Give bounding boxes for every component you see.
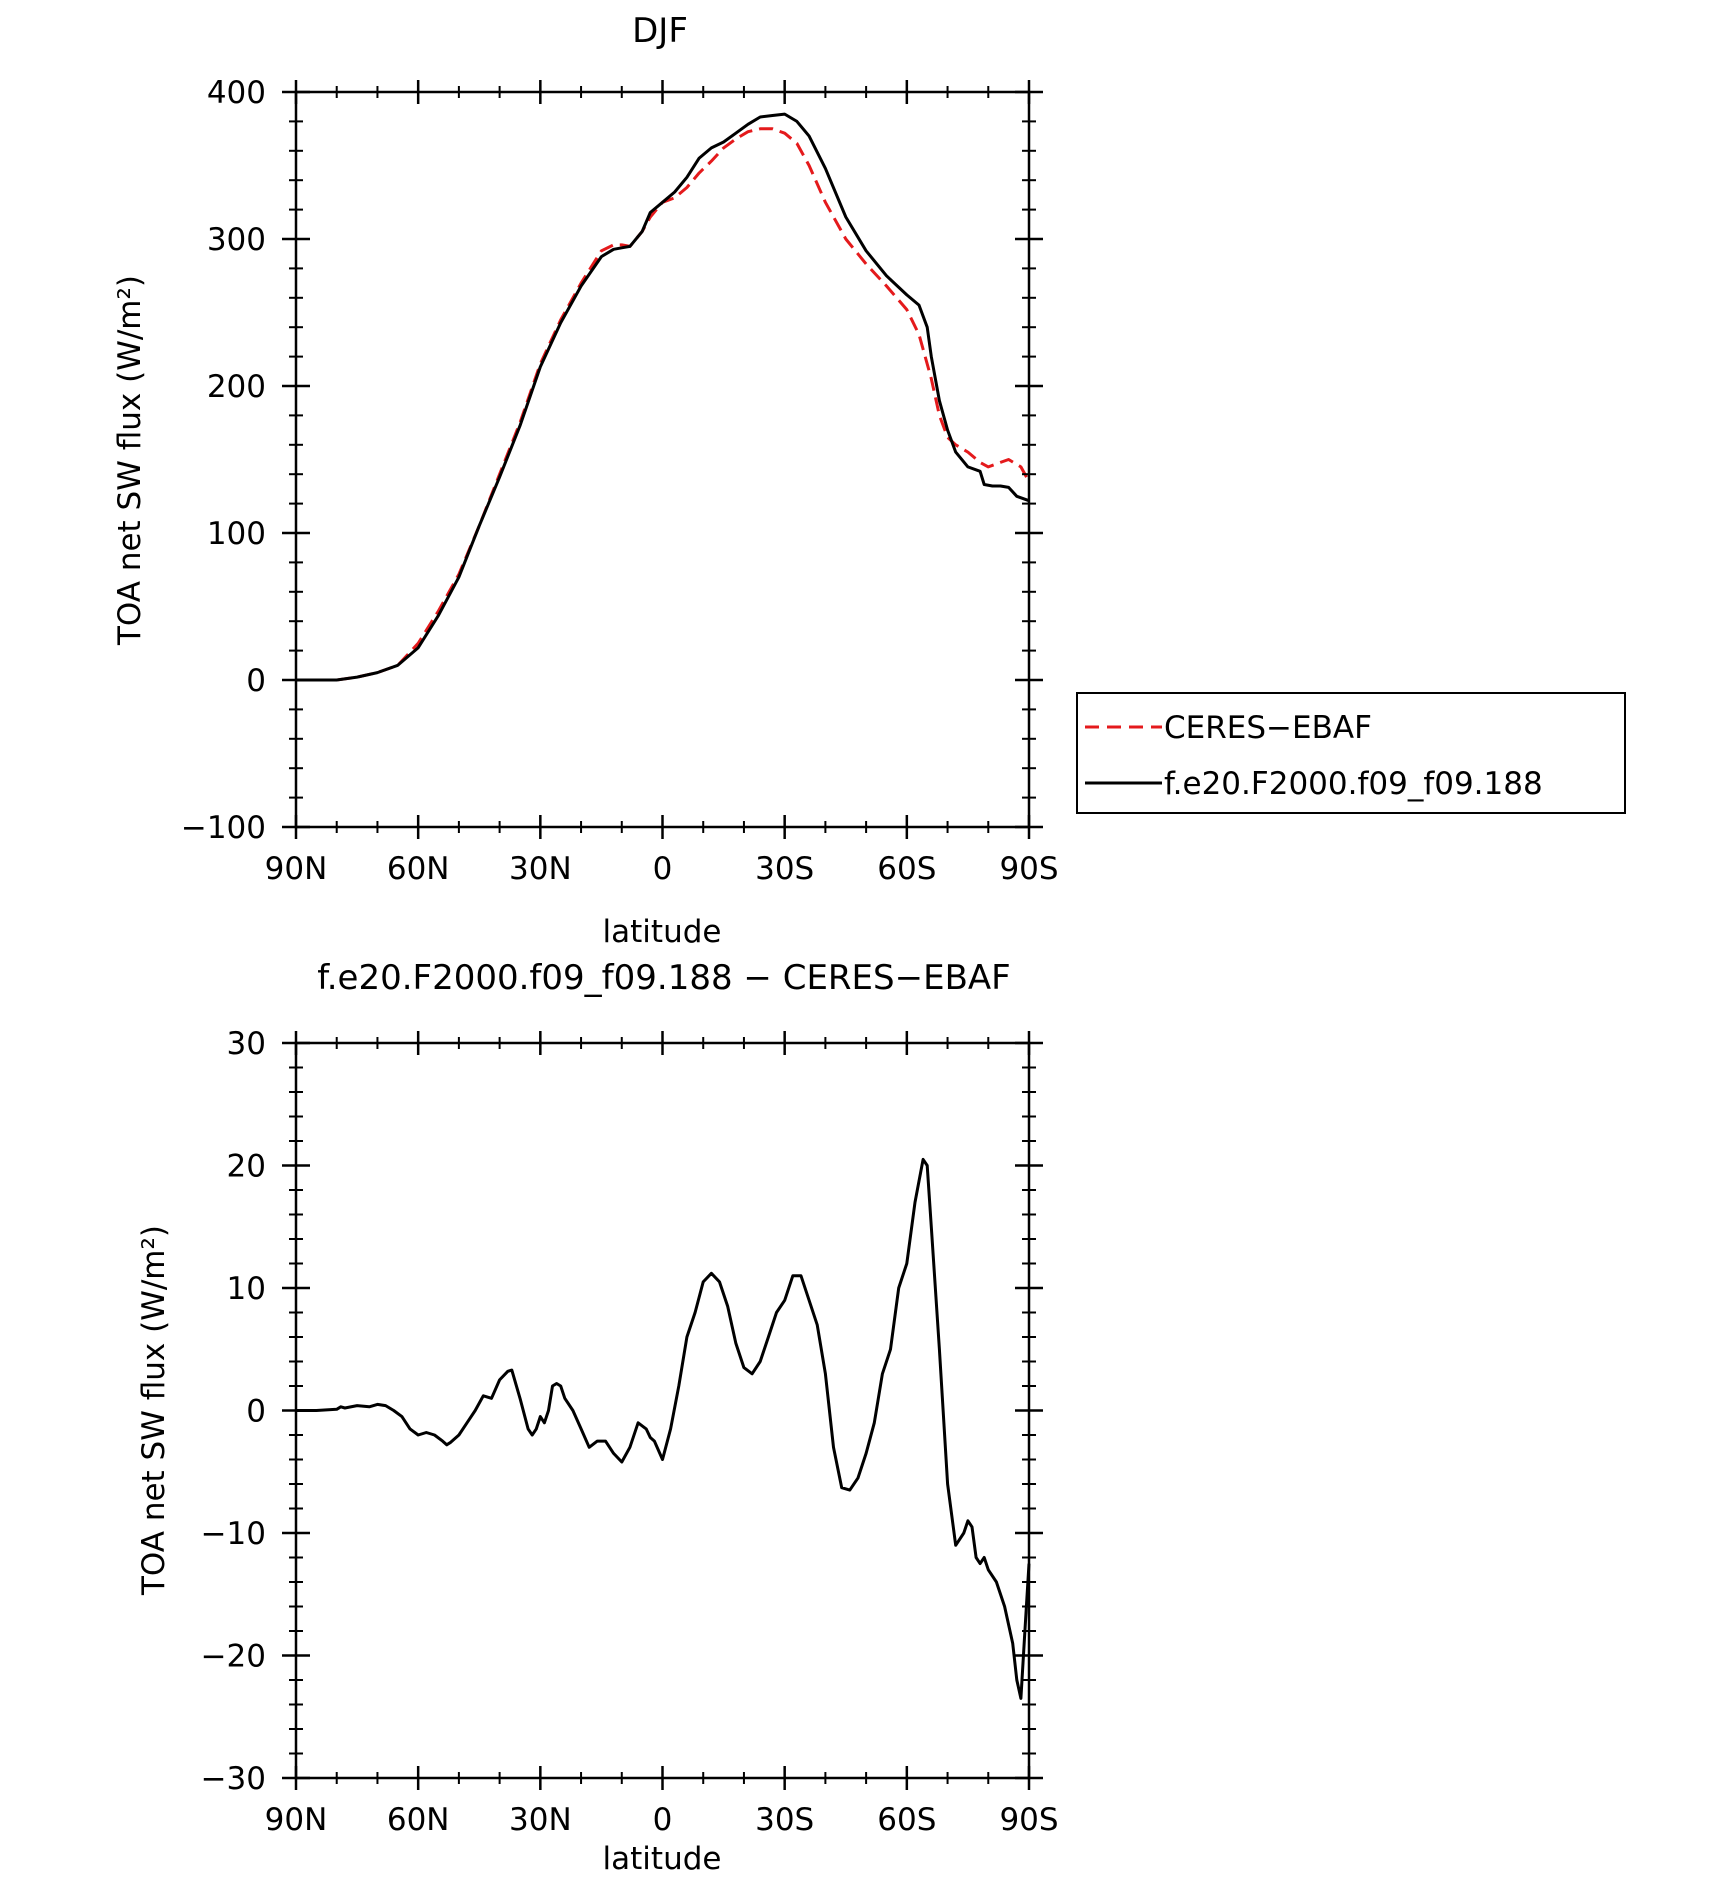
y-tick-label: −10 (201, 1516, 266, 1552)
series-line-0-0 (296, 127, 1031, 682)
y-tick-label: −20 (201, 1639, 266, 1675)
legend-label-model: f.e20.F2000.f09_f09.188 (1164, 766, 1543, 802)
legend-label-ceres: CERES−EBAF (1164, 710, 1372, 746)
x-tick-label: 0 (653, 851, 673, 887)
x-tick-label: 30N (509, 851, 572, 887)
x-tick-label: 90S (999, 1802, 1058, 1838)
y-tick-label: 30 (227, 1026, 266, 1062)
series-line-0-1 (296, 112, 1030, 682)
y-tick-label: 0 (246, 1394, 266, 1430)
y-tick-label: 100 (207, 516, 266, 552)
y-tick-label: 300 (207, 222, 266, 258)
y-tick-label: −100 (181, 810, 266, 846)
y-tick-label: 200 (207, 369, 266, 405)
bottom-plot-frame (294, 1041, 1031, 1780)
bottom-chart-title: f.e20.F2000.f09_f09.188 − CERES−EBAF (317, 958, 1010, 998)
y-tick-label: 20 (227, 1149, 266, 1185)
y-tick-label: 10 (227, 1271, 266, 1307)
top-y-axis-title: TOA net SW flux (W/m²) (112, 275, 148, 646)
y-tick-label: 400 (207, 75, 266, 111)
x-tick-label: 30S (755, 851, 814, 887)
legend: CERES−EBAF f.e20.F2000.f09_f09.188 (1076, 692, 1626, 814)
x-tick-label: 30S (755, 1802, 814, 1838)
series-line-1-0 (296, 1157, 1031, 1700)
y-tick-label: 0 (246, 663, 266, 699)
x-tick-label: 60S (877, 851, 936, 887)
x-tick-label: 90N (265, 851, 328, 887)
x-tick-label: 90S (999, 851, 1058, 887)
x-tick-label: 0 (653, 1802, 673, 1838)
y-tick-label: −30 (201, 1761, 266, 1797)
bottom-y-axis-title: TOA net SW flux (W/m²) (136, 1225, 172, 1596)
x-tick-label: 60N (387, 851, 450, 887)
top-chart-title: DJF (632, 11, 688, 51)
legend-box (1076, 692, 1626, 814)
x-tick-label: 60N (387, 1802, 450, 1838)
top-panel: DJF 90N 60N 30N 0 30S 60S 90S 400 300 200 100 0 −100… (112, 11, 1626, 950)
x-tick-label: 30N (509, 1802, 572, 1838)
top-x-axis-title: latitude (603, 914, 722, 950)
x-tick-label: 90N (265, 1802, 328, 1838)
bottom-panel: f.e20.F2000.f09_f09.188 − CERES−EBAF 90N… (136, 958, 1059, 1877)
x-tick-label: 60S (877, 1802, 936, 1838)
bottom-x-axis-title: latitude (603, 1841, 722, 1877)
